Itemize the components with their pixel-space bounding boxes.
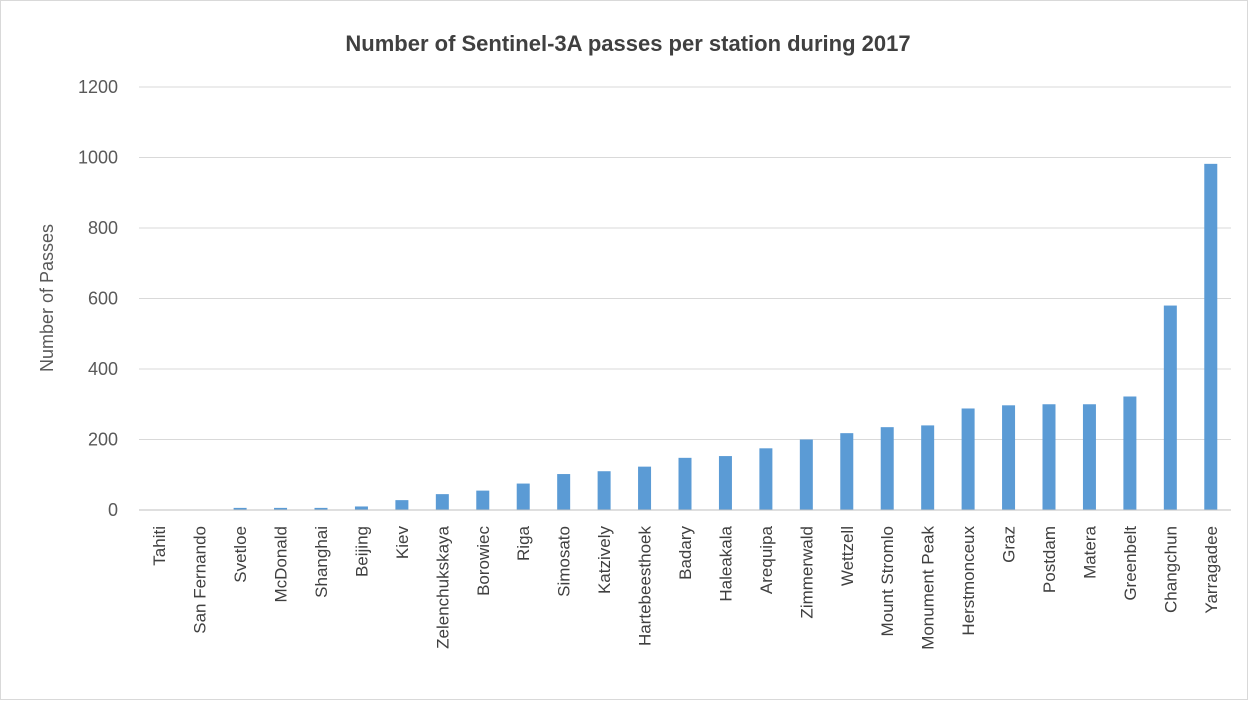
x-tick-label: Haleakala <box>716 525 735 601</box>
gridlines <box>139 86 1231 440</box>
x-tick-label: Changchun <box>1161 526 1180 613</box>
x-tick-label: Yarragadee <box>1202 526 1221 614</box>
bar <box>1042 404 1056 510</box>
x-tick-label: Simosato <box>555 526 574 597</box>
y-axis-label: Number of Passes <box>37 224 57 372</box>
bar <box>395 500 409 510</box>
x-tick-label: Borowiec <box>474 526 493 596</box>
x-tick-label: Monument Peak <box>919 526 938 650</box>
y-tick-label: 800 <box>88 218 118 238</box>
x-tick-label: Badary <box>676 526 695 580</box>
x-tick-label: Zimmerwald <box>797 526 816 619</box>
y-tick-label: 0 <box>108 500 118 520</box>
bar <box>476 490 490 510</box>
x-tick-label: Katzively <box>595 526 614 595</box>
y-tick-label: 600 <box>88 289 118 309</box>
x-tick-label: Arequipa <box>757 525 776 594</box>
bar <box>1082 404 1096 510</box>
x-tick-labels: Tahiti San Fernando Svetloe McDonald Shangha… <box>150 525 1221 649</box>
y-tick-label: 1000 <box>78 148 118 168</box>
bar <box>961 408 975 510</box>
x-tick-label: Matera <box>1080 525 1099 578</box>
bar <box>1163 305 1177 510</box>
x-tick-label: Shanghai <box>312 526 331 598</box>
chart-title: Number of Sentinel-3A passes per station… <box>345 31 910 56</box>
y-tick-label: 1200 <box>78 77 118 97</box>
bar <box>314 507 328 510</box>
bar <box>435 494 449 510</box>
x-tick-label: Tahiti <box>150 526 169 566</box>
x-tick-label: Zelenchukskaya <box>433 525 452 648</box>
x-tick-label: Herstmonceux <box>959 526 978 636</box>
y-tick-label: 200 <box>88 430 118 450</box>
x-tick-label: Graz <box>1000 526 1019 563</box>
x-tick-label: McDonald <box>272 526 291 603</box>
x-tick-label: San Fernando <box>191 526 210 634</box>
bar <box>233 507 247 510</box>
bar <box>759 448 773 510</box>
bar <box>1204 163 1218 510</box>
x-tick-label: Wettzell <box>838 526 857 586</box>
y-tick-label: 400 <box>88 359 118 379</box>
x-tick-label: Mount Stromlo <box>878 526 897 637</box>
bar <box>1123 396 1137 510</box>
x-tick-label: Kiev <box>393 526 412 560</box>
bar <box>354 506 368 510</box>
bar <box>880 427 894 510</box>
bar <box>718 456 732 510</box>
bar <box>799 439 813 510</box>
bars <box>233 163 1218 510</box>
x-tick-label: Greenbelt <box>1121 526 1140 601</box>
x-tick-label: Svetloe <box>231 526 250 583</box>
bar <box>678 457 692 510</box>
bar <box>638 466 652 510</box>
bar <box>840 433 854 510</box>
bar <box>921 425 935 510</box>
y-tick-labels: 0 200 400 600 800 1000 1200 <box>78 77 118 520</box>
x-tick-label: Riga <box>514 525 533 561</box>
bar <box>597 471 611 510</box>
bar <box>557 474 571 510</box>
bar <box>274 507 288 510</box>
x-tick-label: Beijing <box>352 526 371 577</box>
x-tick-label: Hartebeesthoek <box>636 526 655 647</box>
bar <box>516 483 530 510</box>
x-tick-label: Postdam <box>1040 526 1059 593</box>
bar <box>1002 405 1016 510</box>
